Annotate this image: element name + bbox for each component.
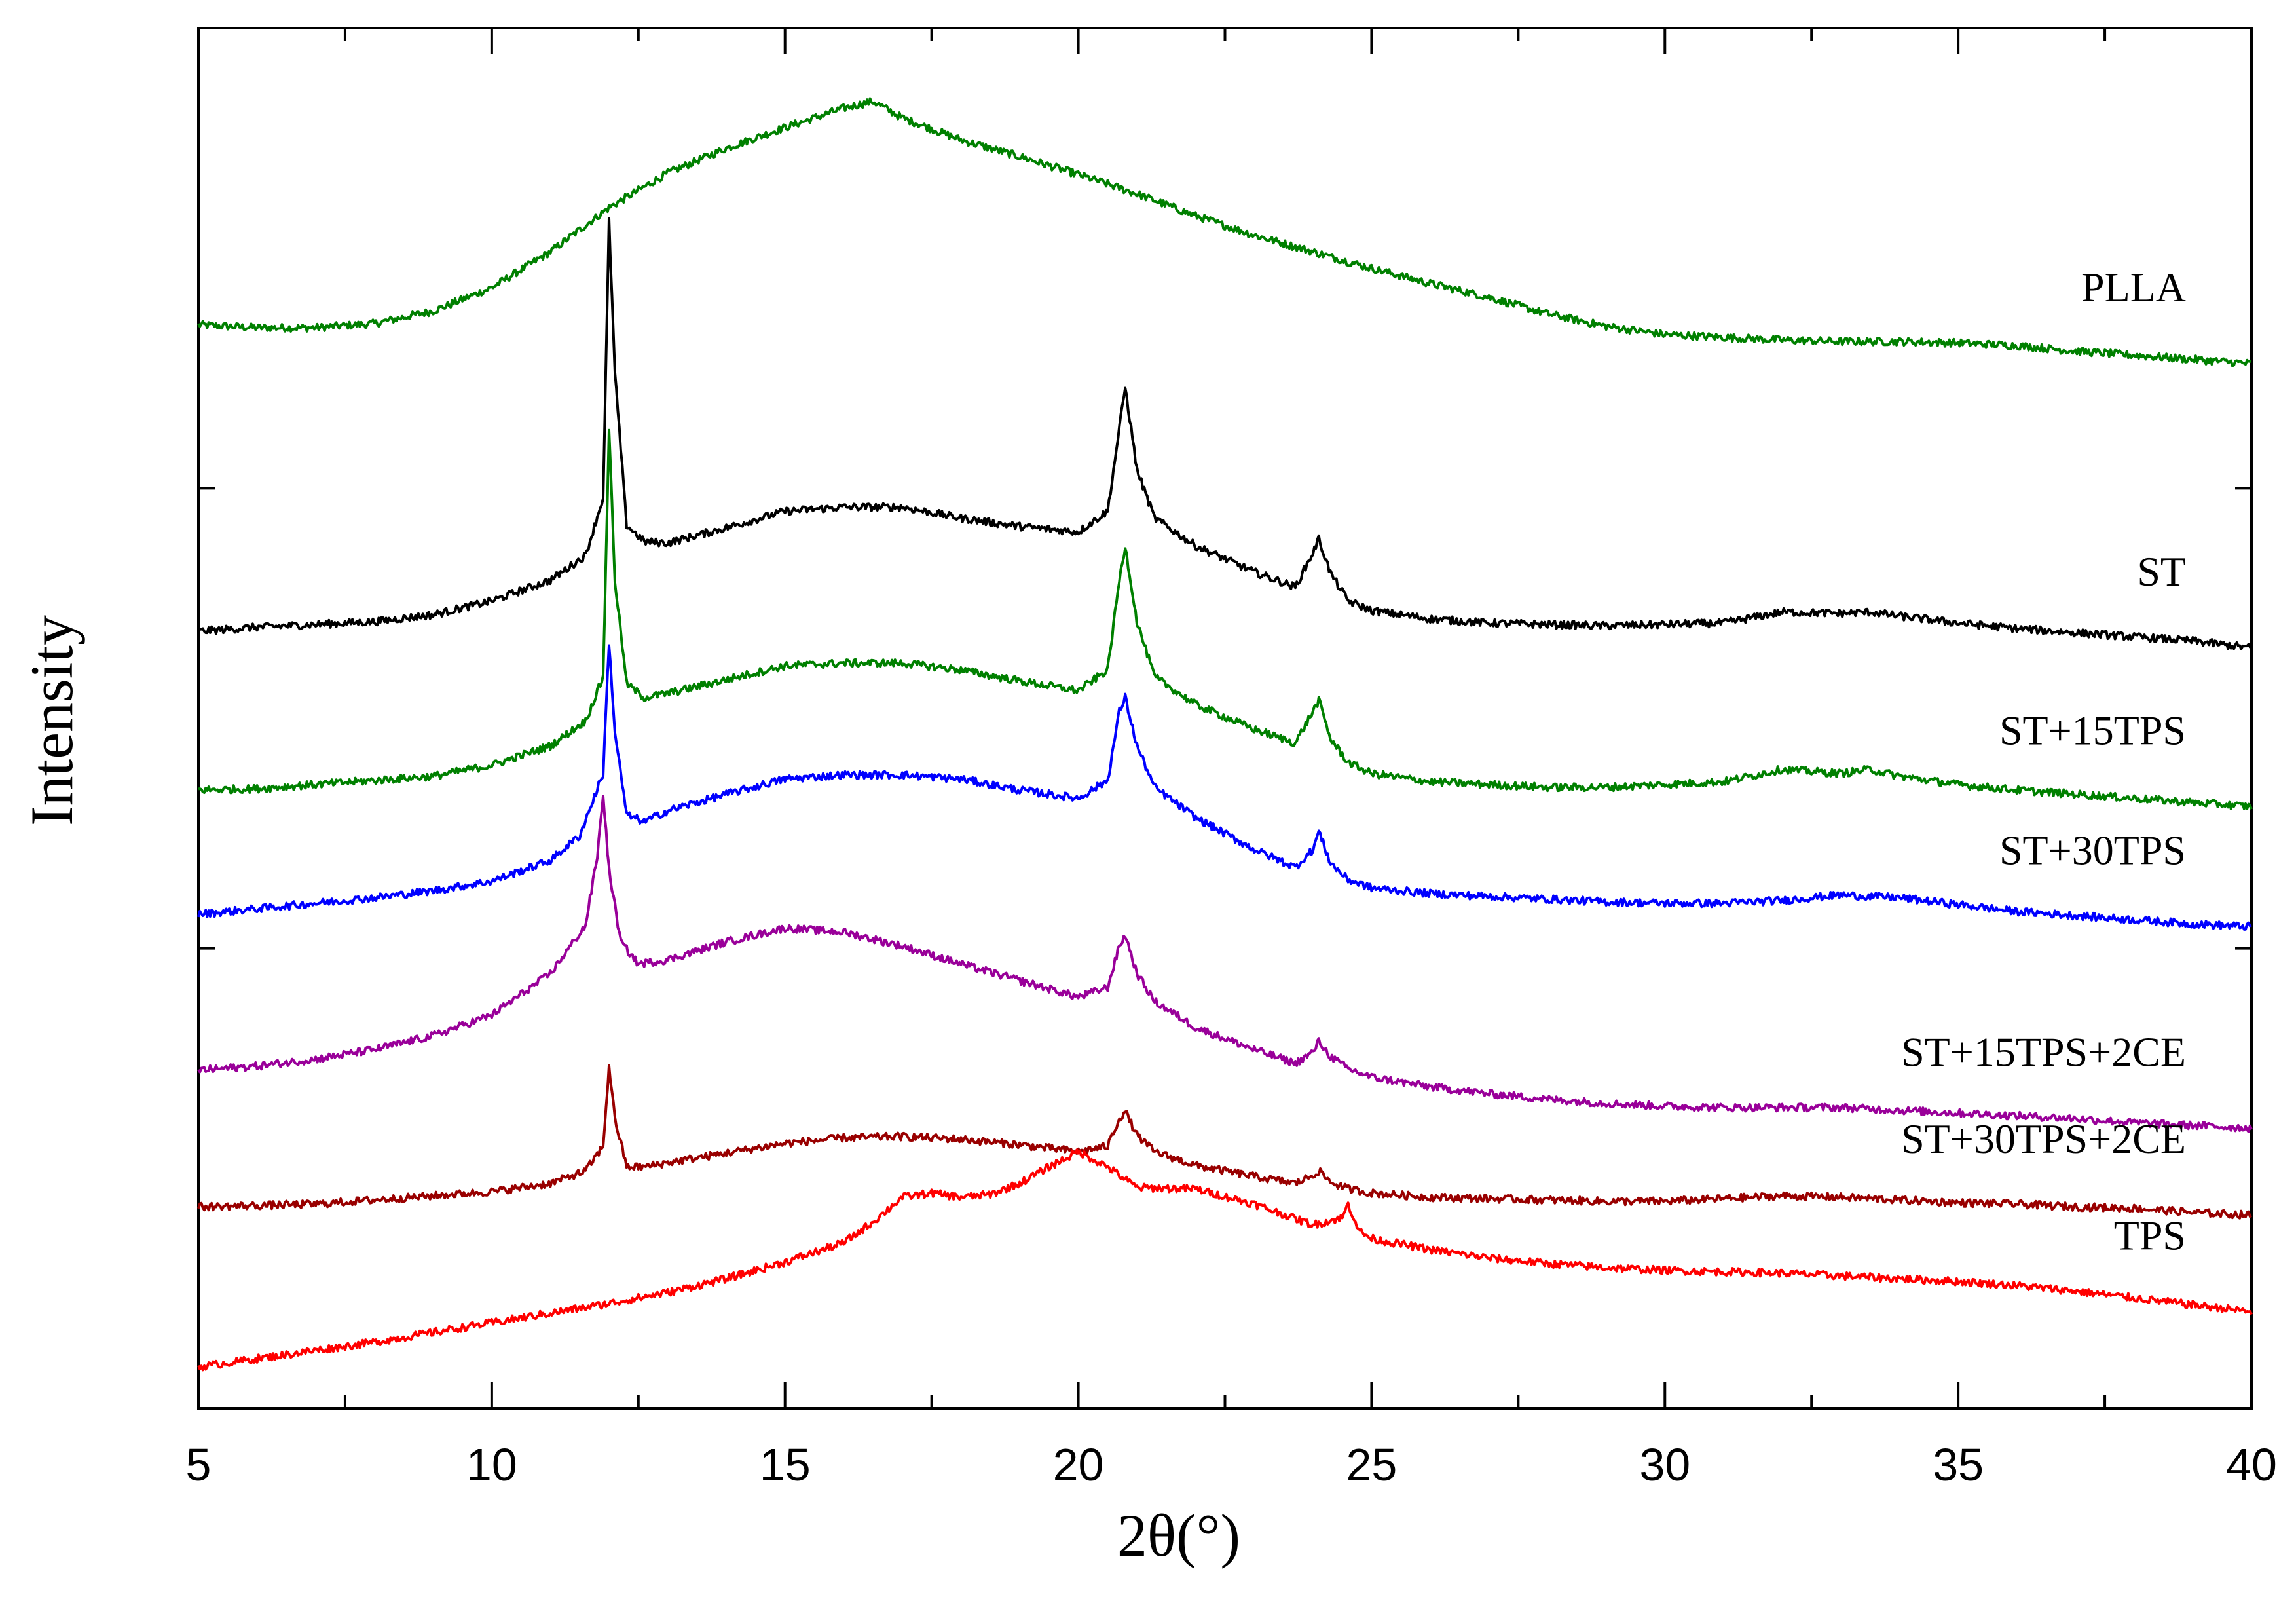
series-labels: PLLA ST ST+15TPS ST+30TPS ST+15TPS+2CE ST+30T… [1901, 264, 2186, 1259]
y-axis-ticks [198, 487, 2251, 950]
series-label: ST [2137, 548, 2186, 595]
x-axis-title: 2θ(°) [1117, 1502, 1240, 1569]
x-tick-label: 10 [466, 1439, 517, 1490]
y-axis-title: Intensity [18, 615, 85, 826]
series-label: ST+30TPS [1999, 827, 2186, 874]
x-tick-label: 40 [2226, 1439, 2277, 1490]
series-line-plla [197, 97, 2252, 367]
series-line-st [197, 217, 2253, 650]
series-line-st-30tps [197, 644, 2252, 931]
series-label: ST+15TPS+2CE [1901, 1028, 2186, 1075]
x-tick-label: 25 [1346, 1439, 1397, 1490]
series-line-tps [197, 1148, 2253, 1372]
x-tick-label: 15 [760, 1439, 811, 1490]
x-axis-ticks: 5 10 15 20 25 30 35 40 [186, 28, 2277, 1490]
x-tick-label: 30 [1639, 1439, 1690, 1490]
x-tick-label: 5 [186, 1439, 212, 1490]
series-label: ST+30TPS+2CE [1901, 1116, 2186, 1162]
series-line-st-15tps-2ce [197, 795, 2253, 1133]
series-line-st-15tps [198, 428, 2253, 810]
series-label: PLLA [2081, 264, 2186, 310]
series-label: TPS [2114, 1213, 2186, 1259]
x-tick-label: 20 [1053, 1439, 1104, 1490]
series-line-st-30tps-2ce [197, 1064, 2253, 1220]
x-tick-label: 35 [1933, 1439, 1984, 1490]
series-label: ST+15TPS [1999, 707, 2186, 753]
series-layer [197, 97, 2253, 1372]
